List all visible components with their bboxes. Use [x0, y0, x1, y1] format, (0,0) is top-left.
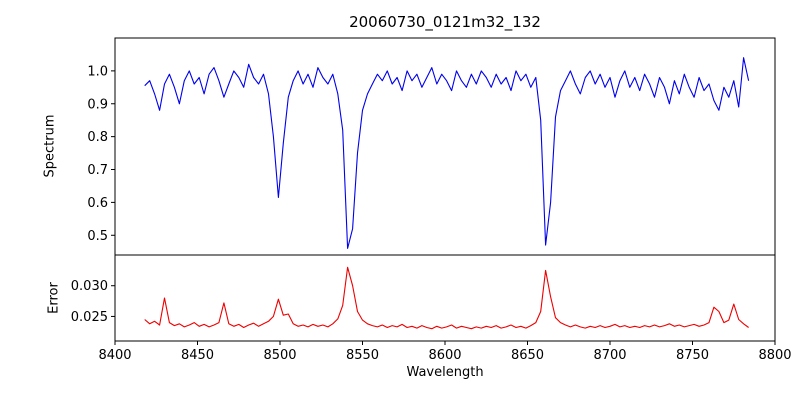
x-tick-label: 8550	[346, 348, 379, 363]
x-tick-label: 8750	[676, 348, 709, 363]
spectrum-line	[144, 57, 750, 249]
y-tick-label: 0.6	[87, 196, 108, 211]
x-tick-label: 8450	[181, 348, 214, 363]
y-tick-label: 0.7	[87, 163, 108, 178]
x-tick-label: 8800	[758, 348, 791, 363]
y-tick-label: 0.025	[71, 310, 108, 325]
plot-title: 20060730_0121m32_132	[349, 13, 541, 31]
y-tick-label: 1.0	[87, 64, 108, 79]
spectrum-panel-border	[114, 37, 776, 256]
x-tick-label: 8500	[263, 348, 296, 363]
x-tick-label: 8650	[511, 348, 544, 363]
y-tick-label: 0.8	[87, 130, 108, 145]
y-tick-label: 0.5	[87, 229, 108, 244]
x-axis-label: Wavelength	[406, 365, 484, 380]
x-tick-label: 8400	[98, 348, 131, 363]
x-tick-label: 8700	[593, 348, 626, 363]
y-tick-label: 0.030	[71, 279, 108, 294]
x-tick-label: 8600	[428, 348, 461, 363]
error-panel-border	[114, 254, 776, 342]
error-line	[144, 266, 749, 330]
y-tick-label: 0.9	[87, 97, 108, 112]
